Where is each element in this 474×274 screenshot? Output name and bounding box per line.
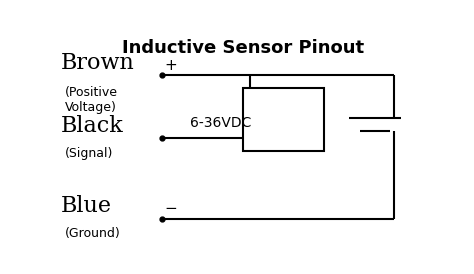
Text: (Ground): (Ground) — [65, 227, 120, 240]
Text: 6-36VDC: 6-36VDC — [190, 116, 252, 130]
Bar — [243, 88, 324, 151]
Text: Brown: Brown — [61, 52, 135, 74]
Text: Inductive Sensor Pinout: Inductive Sensor Pinout — [122, 39, 364, 57]
Text: (Signal): (Signal) — [65, 147, 113, 160]
Text: −: − — [164, 201, 177, 216]
Text: Black: Black — [61, 115, 124, 137]
Text: (Positive
Voltage): (Positive Voltage) — [65, 85, 118, 114]
Text: +: + — [164, 58, 177, 73]
Text: Blue: Blue — [61, 195, 112, 218]
